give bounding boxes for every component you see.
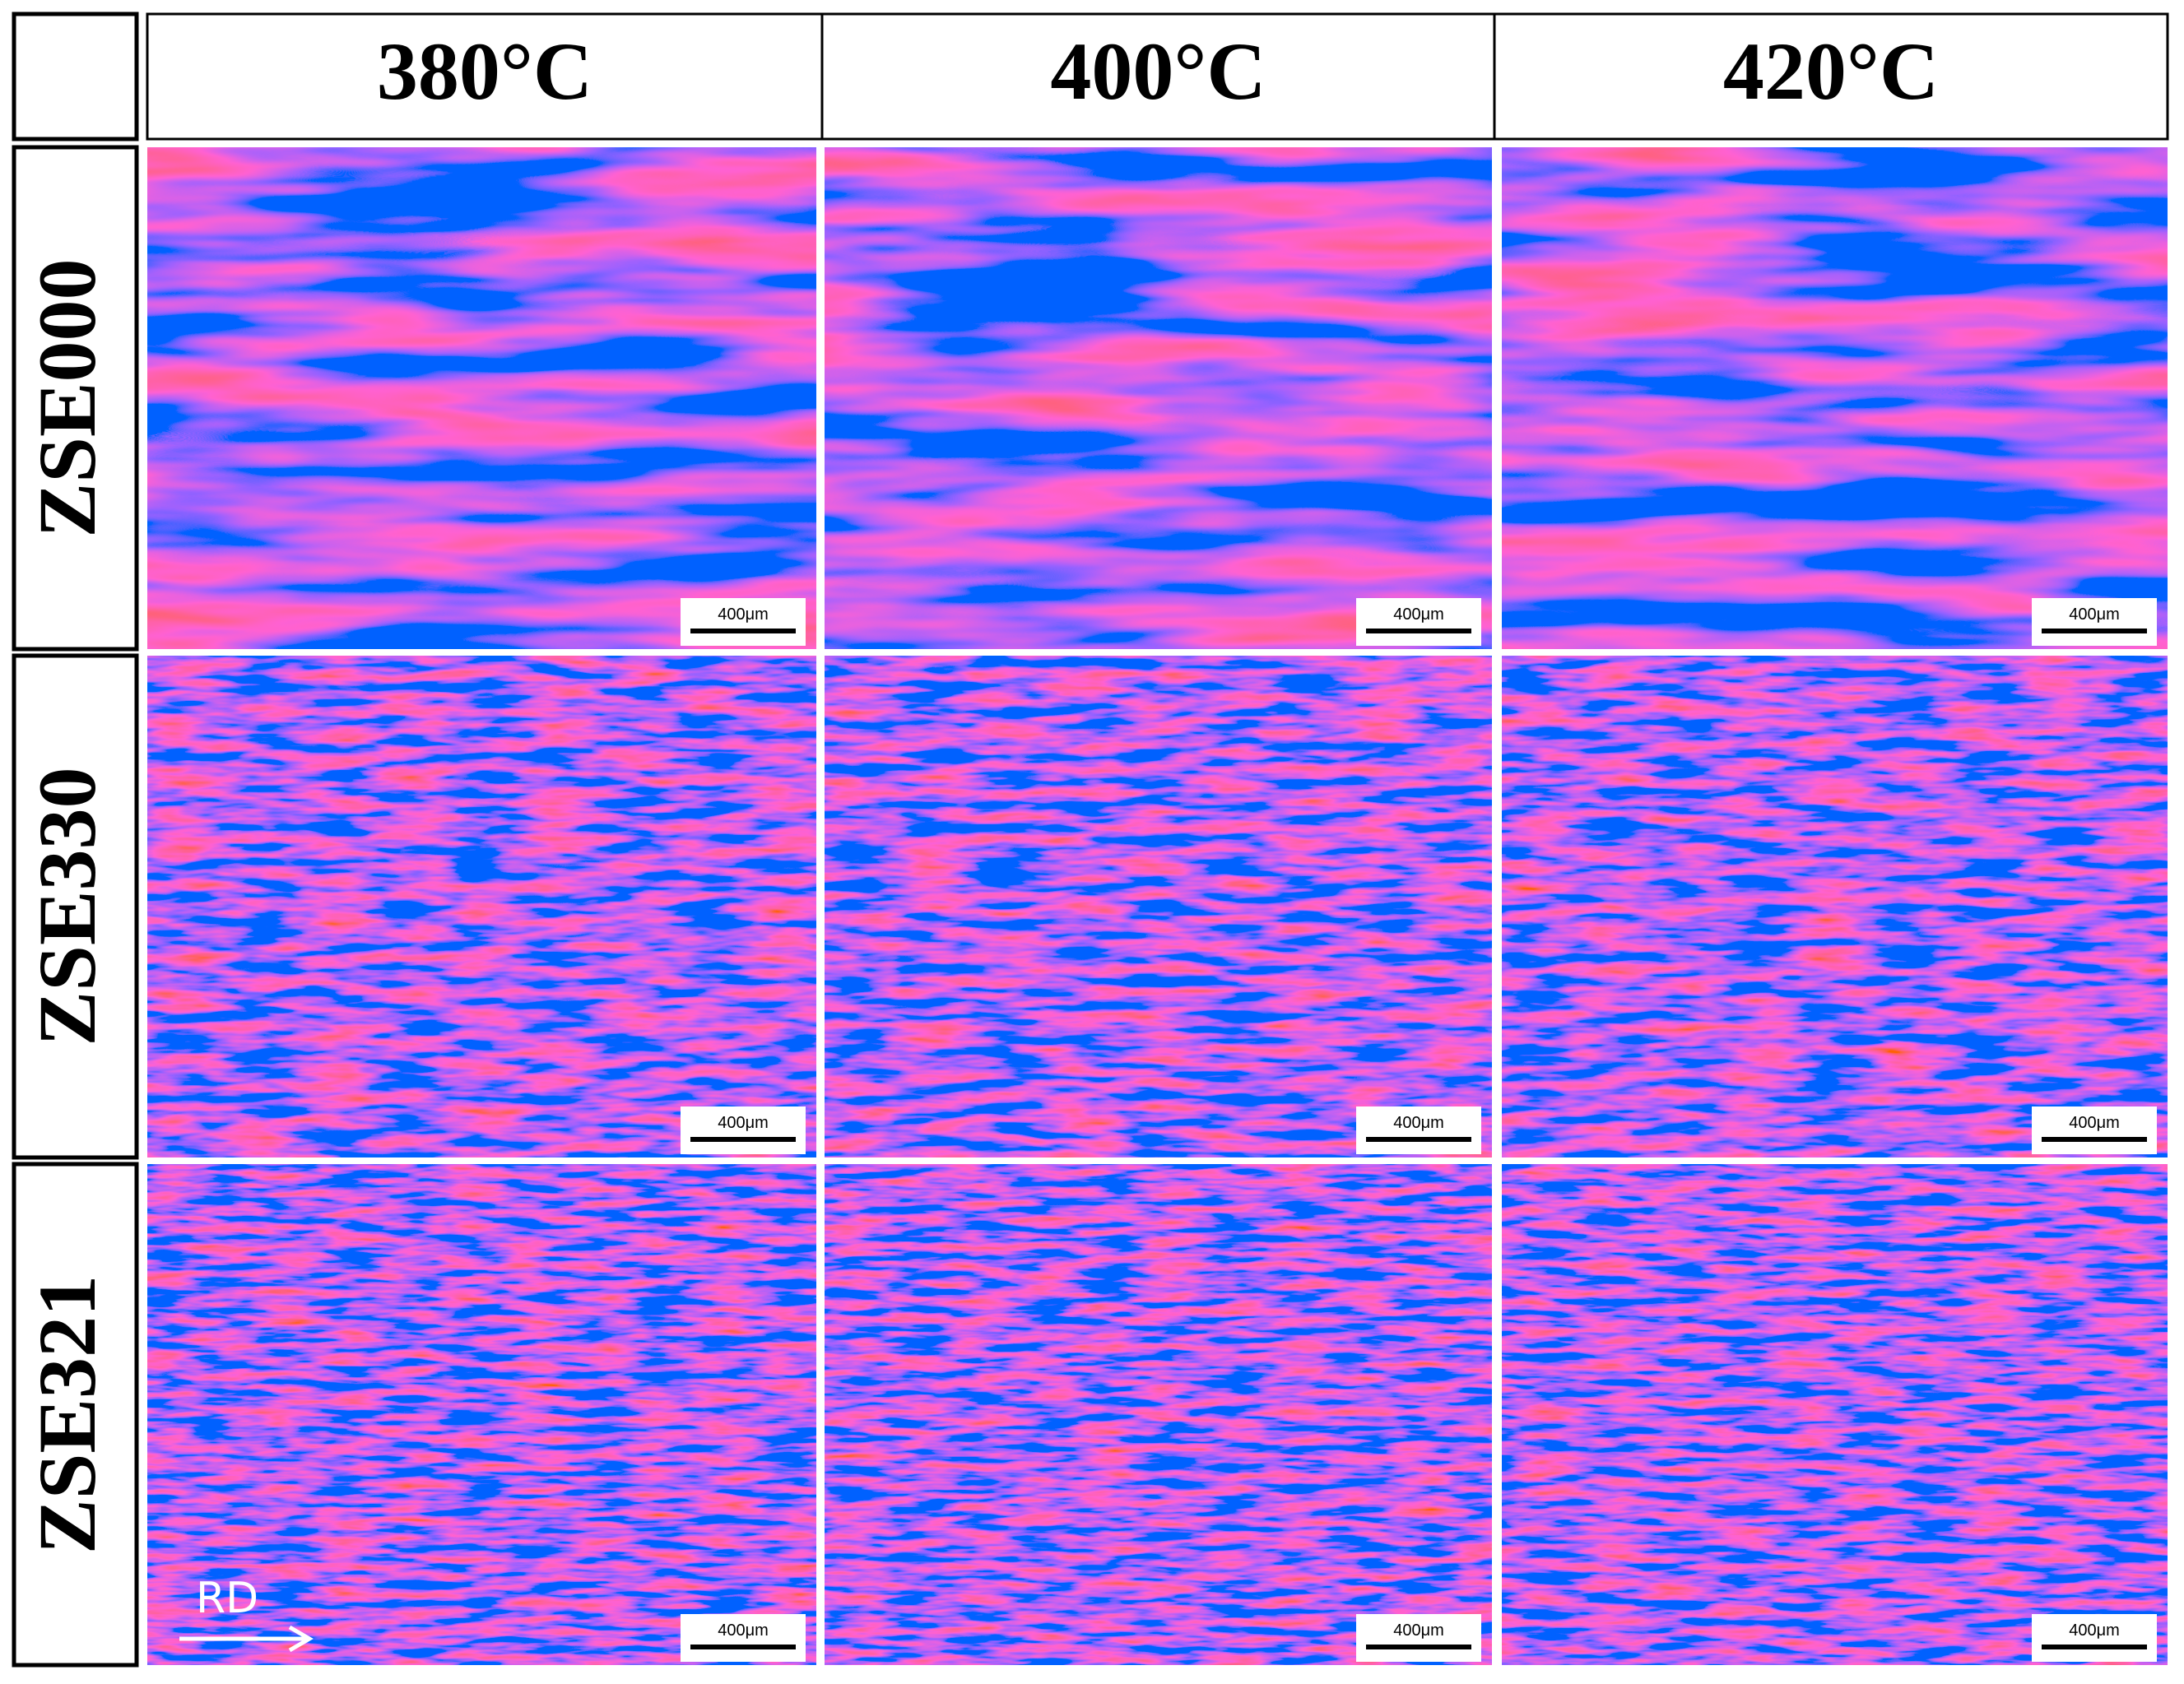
scale-bar-label: 400μm xyxy=(1393,1114,1444,1132)
direction-label: RD xyxy=(196,1574,258,1623)
scale-bar-box xyxy=(2032,1106,2157,1154)
scale-bar-box xyxy=(681,598,806,646)
micrograph xyxy=(147,656,816,1157)
scale-bar-box xyxy=(681,1106,806,1154)
scale-bar-label: 400μm xyxy=(2069,605,2120,624)
micrograph xyxy=(825,147,1492,649)
row-label-box xyxy=(12,1162,139,1668)
row-label-box xyxy=(12,653,139,1160)
scale-bar-box xyxy=(1356,598,1481,646)
scale-bar-label: 400μm xyxy=(718,605,769,624)
column-header: 380°C xyxy=(377,26,592,117)
micrograph xyxy=(1502,1164,2168,1665)
scale-bar-box xyxy=(1356,1614,1481,1662)
scale-bar-box xyxy=(2032,598,2157,646)
row-label: ZSE330 xyxy=(21,767,113,1046)
micrograph xyxy=(825,1164,1492,1665)
scale-bar-label: 400μm xyxy=(2069,1621,2120,1640)
scale-bar-box xyxy=(681,1614,806,1662)
scale-bar-box xyxy=(2032,1614,2157,1662)
row-label-box xyxy=(12,145,139,652)
scale-bar-label: 400μm xyxy=(2069,1114,2120,1132)
scale-bar-label: 400μm xyxy=(718,1621,769,1640)
micrograph xyxy=(147,147,816,649)
scale-bar-box xyxy=(1356,1106,1481,1154)
row-label: ZSE321 xyxy=(21,1275,113,1554)
micrograph xyxy=(1502,656,2168,1157)
micrograph xyxy=(1502,147,2168,649)
micrograph xyxy=(825,656,1492,1157)
direction-arrowhead xyxy=(288,1625,314,1653)
row-label: ZSE000 xyxy=(21,258,113,537)
column-header: 420°C xyxy=(1723,26,1939,117)
corner-box xyxy=(12,12,139,141)
micrograph xyxy=(147,1164,816,1665)
header-box xyxy=(146,12,2169,141)
scale-bar-label: 400μm xyxy=(1393,605,1444,624)
scale-bar-label: 400μm xyxy=(1393,1621,1444,1640)
column-header: 400°C xyxy=(1050,26,1266,117)
scale-bar-label: 400μm xyxy=(718,1114,769,1132)
